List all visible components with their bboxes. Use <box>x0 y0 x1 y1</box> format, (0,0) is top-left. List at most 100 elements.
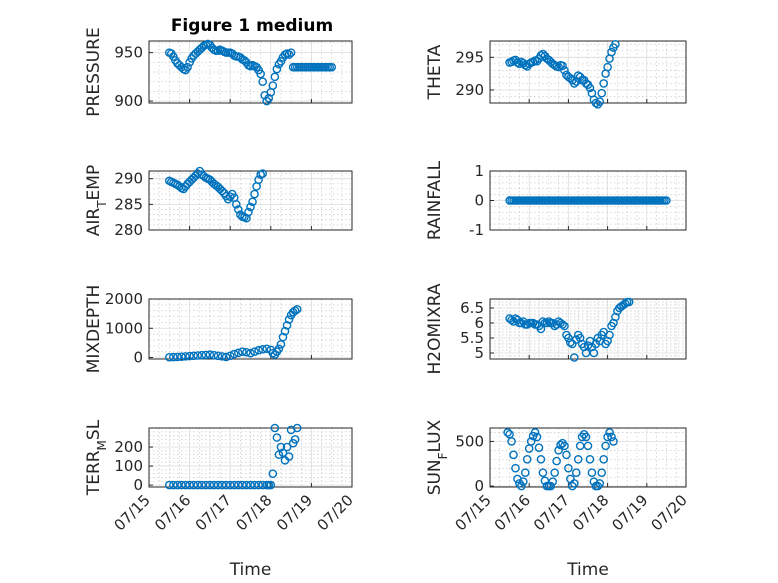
y-tick-label: 5.5 <box>460 329 484 347</box>
data-point <box>585 454 595 464</box>
y-tick-label: 100 <box>114 457 143 475</box>
data-point <box>581 432 591 442</box>
data-point <box>177 352 186 361</box>
data-point <box>605 428 614 437</box>
data-point <box>221 480 231 490</box>
data-point <box>268 348 278 358</box>
data-point <box>519 477 528 486</box>
data-point <box>268 469 278 478</box>
data-point <box>609 437 618 446</box>
data-point <box>189 480 198 490</box>
data-point <box>290 435 300 444</box>
data-point <box>256 69 265 79</box>
data-point <box>234 205 243 214</box>
data-point <box>515 59 524 69</box>
axes-frame <box>489 298 687 360</box>
data-point <box>620 299 630 308</box>
data-point <box>292 423 302 433</box>
data-point <box>205 350 215 359</box>
data-point <box>564 333 573 343</box>
data-point <box>278 448 288 458</box>
y-tick-label: 6 <box>474 314 484 332</box>
data-point <box>595 479 605 488</box>
data-point <box>274 344 284 354</box>
data-point <box>587 468 597 477</box>
data-point <box>183 62 192 72</box>
y-axis-label: THETA <box>425 44 445 100</box>
data-point <box>571 468 581 477</box>
data-point <box>229 480 239 490</box>
data-point <box>507 315 516 325</box>
data-point <box>268 81 278 90</box>
data-point <box>536 324 546 334</box>
data-point <box>242 480 251 490</box>
data-point <box>254 345 263 355</box>
data-point <box>583 441 593 451</box>
data-point <box>280 326 290 336</box>
subplots: 900 950 PRESSURE 290 295 THETA 280 285 290 AIRTEM… <box>84 27 691 580</box>
data-point <box>193 351 203 360</box>
y-tick-label: 290 <box>114 170 143 188</box>
axes-frame <box>148 170 353 231</box>
y-axis-label: RAINFALL <box>425 160 445 240</box>
data-point <box>270 423 280 433</box>
data-point <box>248 197 257 207</box>
data-point <box>562 450 571 460</box>
data-point <box>244 207 253 217</box>
y-axis-label: MIXDEPTH <box>84 285 104 374</box>
data-point <box>264 93 274 103</box>
data-point <box>573 454 583 464</box>
data-point <box>177 480 186 490</box>
data-point <box>225 192 235 201</box>
y-tick-label: 0 <box>133 349 143 367</box>
y-tick-label: 285 <box>114 195 143 213</box>
data-point <box>558 61 567 71</box>
y-axis-label: SUNFLUX <box>425 419 450 495</box>
data-point <box>270 72 280 82</box>
data-point <box>164 480 174 490</box>
y-tick-label: 900 <box>114 92 143 110</box>
axes-frame <box>489 40 687 104</box>
data-point <box>595 97 605 106</box>
data-point <box>272 64 282 74</box>
data-point <box>552 456 561 466</box>
data-point <box>284 315 294 324</box>
data-point <box>511 463 520 473</box>
data-point <box>238 480 247 490</box>
data-point <box>530 428 540 437</box>
data-point <box>597 468 607 477</box>
data-point <box>513 58 522 67</box>
data-point <box>213 480 223 490</box>
data-point <box>266 480 276 490</box>
axes-frame <box>148 40 353 104</box>
data-point <box>246 202 255 212</box>
data-point <box>282 321 292 330</box>
data-point <box>193 480 203 490</box>
subplot-pressure: 900 950 PRESSURE <box>84 27 353 117</box>
data-point <box>538 468 548 477</box>
data-point <box>258 169 267 178</box>
data-point <box>276 442 286 452</box>
data-point <box>250 189 259 199</box>
x-axis-label: Time <box>229 560 272 580</box>
data-point <box>507 437 516 446</box>
data-point <box>662 196 671 205</box>
data-point <box>229 349 239 359</box>
data-point <box>292 304 302 314</box>
data-point <box>554 446 563 455</box>
data-point <box>205 480 215 490</box>
data-point <box>569 353 579 362</box>
axes-frame <box>148 298 353 360</box>
data-point <box>603 62 612 72</box>
data-point <box>258 77 267 86</box>
data-point <box>246 480 255 490</box>
y-axis-label: PRESSURE <box>84 27 104 116</box>
data-point <box>258 345 267 354</box>
y-tick-label: 950 <box>114 44 143 62</box>
data-point <box>246 348 255 358</box>
data-point <box>624 297 634 307</box>
y-tick-label: 1 <box>474 162 484 180</box>
data-point <box>179 184 188 194</box>
data-point <box>181 352 190 361</box>
data-point <box>173 352 182 362</box>
